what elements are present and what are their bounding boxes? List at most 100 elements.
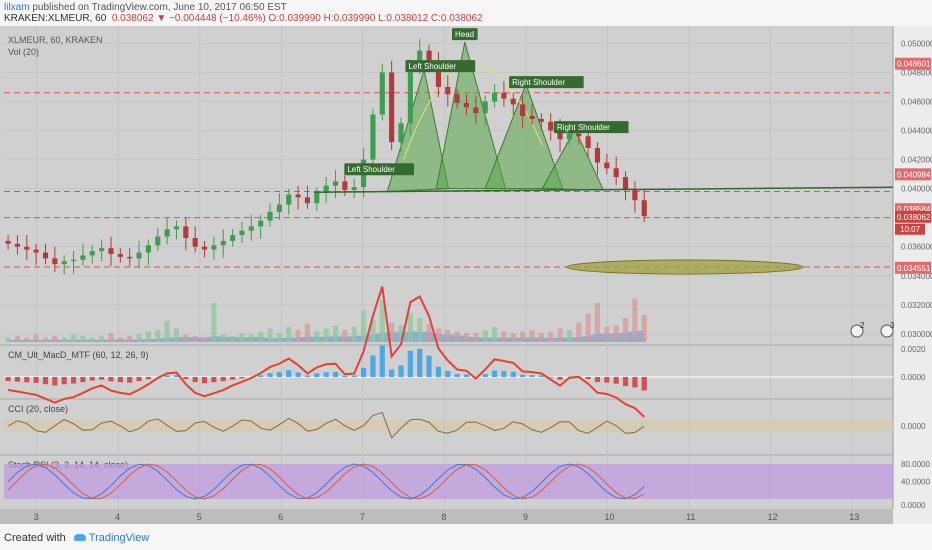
macd-histogram-bar (417, 348, 423, 377)
macd-histogram-bar (548, 377, 554, 378)
candle-body (248, 226, 254, 231)
candle-body (613, 168, 619, 178)
pane-separator (0, 509, 932, 524)
ohlc-line: KRAKEN:XLMEUR, 60 0.038062 ▼ −0.004448 (… (4, 13, 483, 24)
volume-bar (641, 315, 647, 342)
candle-body (389, 72, 395, 143)
volume-bar (33, 334, 39, 342)
volume-bar (173, 328, 180, 342)
x-tick-label: 11 (686, 512, 695, 522)
macd-histogram-bar (173, 375, 180, 377)
macd-histogram-bar (594, 377, 601, 383)
macd-histogram-bar (99, 377, 105, 380)
macd-histogram-bar (501, 371, 507, 377)
price-tick-label: 0.044000 (901, 127, 932, 136)
macd-histogram-bar (491, 370, 498, 377)
candle-body (220, 240, 226, 246)
tradingview-link[interactable]: TradingView (88, 532, 150, 544)
macd-histogram-bar (454, 374, 460, 377)
ohlc-values: O:0.039990 H:0.039990 L:0.038012 C:0.038… (268, 13, 483, 24)
x-tick-label: 6 (278, 512, 283, 522)
volume-bar (491, 327, 498, 342)
macd-histogram-bar (538, 375, 544, 377)
candle-body (117, 253, 123, 257)
macd-histogram-bar (463, 374, 470, 377)
publish-line: lilxam published on TradingView.com, Jun… (4, 2, 287, 13)
volume-bar (370, 319, 376, 342)
author-link[interactable]: lilxam (4, 2, 30, 13)
x-tick-label: 5 (197, 512, 202, 522)
tradingview-logo-icon (73, 534, 86, 541)
candle-body (454, 94, 460, 103)
last-price: 0.038062 (111, 13, 154, 24)
candle-body (24, 246, 30, 250)
candle-body (445, 86, 451, 95)
candle-body (127, 256, 133, 259)
pattern-label: Right Shoulder (512, 78, 565, 87)
price-axis (893, 26, 932, 524)
candle-body (314, 192, 320, 204)
price-tick-label: 0.046000 (901, 98, 932, 107)
x-tick-label: 3 (34, 512, 39, 522)
price-tick-label: 0.036000 (901, 243, 932, 252)
pattern-label-box (405, 60, 476, 73)
volume-bar (482, 330, 488, 342)
price-tick-label: 0.032000 (901, 301, 932, 310)
price-marker-box (895, 261, 931, 274)
macd-histogram-bar (201, 377, 208, 384)
x-tick-label: 13 (849, 512, 859, 522)
candle-body (342, 181, 348, 191)
candle-body (379, 72, 385, 115)
candle-body (183, 226, 189, 238)
volume-bar (136, 334, 142, 342)
stoch-rsi-d-line (7, 463, 645, 500)
candle-body (276, 204, 282, 212)
volume-bar (42, 337, 49, 342)
candle-body (491, 92, 498, 102)
neckline (313, 186, 894, 194)
volume-bar (426, 324, 432, 342)
countdown-label: 10:07 (900, 225, 921, 234)
candle-body (351, 187, 357, 191)
volume-bar (557, 328, 563, 342)
volume-bar (445, 330, 451, 342)
volume-bar (183, 334, 189, 342)
price-tick-label: 0.034000 (901, 272, 932, 281)
candle-body (473, 107, 479, 114)
stoch-rsi-mid-label: 40.0000 (901, 478, 930, 487)
macd-histogram-bar (276, 372, 282, 377)
macd-histogram-bar (613, 377, 619, 384)
volume-bar (454, 331, 460, 342)
candle-body (557, 130, 563, 140)
volume-bar (295, 330, 301, 342)
macd-histogram-bar (295, 372, 301, 377)
volume-bar (192, 336, 198, 342)
candle-body (585, 136, 591, 148)
volume-bar (585, 313, 591, 342)
macd-histogram-bar (42, 377, 49, 385)
price-tick-label: 0.040000 (901, 185, 932, 194)
macd-histogram-bar (211, 377, 217, 383)
x-tick-label: 7 (360, 512, 365, 522)
macd-histogram-bar (164, 375, 170, 377)
macd-line (7, 286, 645, 418)
macd-histogram-bar (5, 377, 11, 382)
chart-canvas[interactable]: 3 4 5 6 7 8 9 10 11 12 130.0300000.0320000.0340000… (0, 26, 932, 524)
macd-histogram-bar (230, 377, 236, 380)
candle-body (211, 245, 217, 250)
price-marker-label: 0.048601 (897, 60, 931, 69)
volume-bar (211, 303, 217, 342)
candle-body (604, 162, 610, 169)
pattern-label: Left Shoulder (347, 165, 395, 174)
volume-bar (594, 303, 601, 342)
cci-zero-label: 0.0000 (901, 422, 926, 431)
macd-histogram-bar (351, 375, 357, 377)
macd-histogram-bar (127, 377, 133, 383)
candle-body (566, 133, 572, 140)
volume-bar (304, 324, 311, 342)
alert-icon (850, 324, 864, 338)
candle-body (61, 261, 67, 265)
candle-body (155, 236, 161, 246)
candle-body (99, 248, 105, 252)
volume-bar (473, 333, 479, 342)
